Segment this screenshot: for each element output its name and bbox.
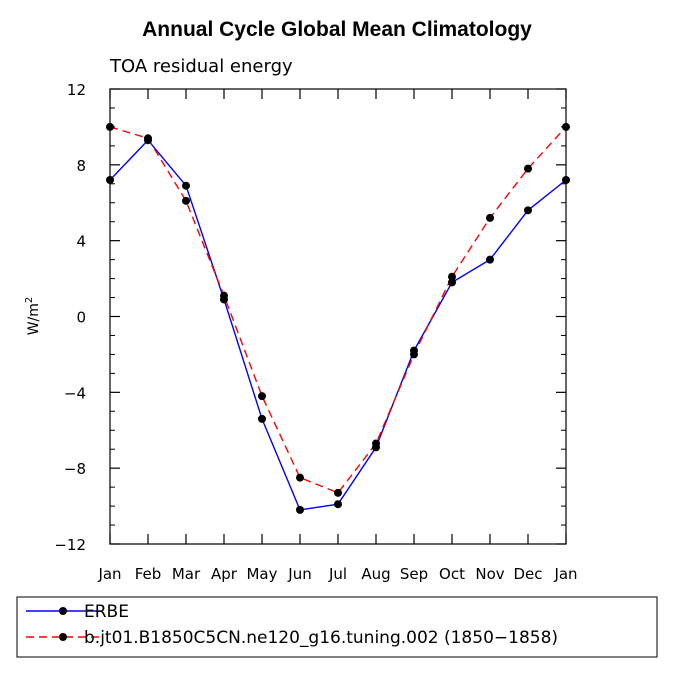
x-tick-label: Oct: [439, 565, 465, 583]
chart-title: Annual Cycle Global Mean Climatology: [142, 18, 532, 41]
series-line-1: [109, 139, 567, 511]
x-tick-label: May: [246, 565, 277, 583]
data-point-series-2: [334, 488, 342, 497]
data-point-series-1: [296, 505, 304, 514]
data-point-series-1: [334, 500, 342, 509]
y-tick-label: 8: [76, 157, 86, 175]
data-point-series-1: [524, 206, 532, 215]
data-point-series-2: [562, 122, 570, 131]
legend-marker-1: [59, 607, 67, 615]
data-point-series-1: [448, 278, 456, 287]
chart-subtitle: TOA residual energy: [109, 56, 293, 77]
x-tick-label: Jul: [328, 565, 347, 583]
plot-frame: [109, 88, 567, 545]
y-tick-label: 12: [67, 81, 86, 99]
y-axis: −12 −8 −4 0 4 8 12: [54, 81, 566, 554]
legend-marker-2: [59, 633, 67, 641]
data-point-series-1: [486, 255, 494, 264]
data-point-series-2: [258, 392, 266, 401]
x-tick-label: Apr: [211, 565, 238, 583]
x-tick-label: Jun: [287, 565, 311, 583]
data-point-series-2: [296, 473, 304, 482]
x-tick-label: Mar: [172, 565, 201, 583]
x-tick-label: Aug: [361, 565, 390, 583]
y-tick-label: −4: [64, 384, 86, 402]
series-line-2: [109, 126, 567, 494]
data-point-series-2: [524, 164, 532, 173]
data-point-series-2: [372, 439, 380, 448]
series-layer: [106, 122, 570, 514]
data-point-series-2: [144, 134, 152, 143]
legend: ERBE b.jt01.B1850C5CN.ne120_g16.tuning.00…: [26, 602, 558, 648]
data-point-series-2: [220, 291, 228, 300]
y-tick-label: 4: [76, 233, 86, 251]
x-tick-label: Jan: [97, 565, 121, 583]
legend-label-1: ERBE: [84, 602, 129, 622]
data-point-series-1: [106, 176, 114, 184]
y-axis-label: W/m2: [24, 297, 42, 336]
x-axis: Jan Feb Mar Apr May Jun Jul Aug Sep Oct Nov Dec Jan: [97, 89, 578, 583]
data-point-series-1: [258, 414, 266, 423]
legend-box: [16, 596, 658, 658]
x-tick-label: Sep: [400, 565, 428, 583]
data-point-series-2: [410, 350, 418, 359]
x-tick-label: Nov: [475, 565, 504, 583]
x-tick-label: Jan: [553, 565, 577, 583]
data-point-series-2: [182, 196, 190, 205]
data-point-series-1: [182, 181, 190, 190]
x-tick-label: Feb: [135, 565, 162, 583]
data-point-series-1: [562, 176, 570, 184]
x-tick-label: Dec: [513, 565, 542, 583]
y-tick-label: 0: [76, 309, 86, 327]
data-point-series-2: [486, 213, 494, 222]
data-point-series-2: [106, 122, 114, 131]
data-point-series-2: [448, 272, 456, 281]
legend-label-2: b.jt01.B1850C5CN.ne120_g16.tuning.002 (1…: [84, 628, 558, 648]
y-tick-label: −8: [64, 460, 86, 478]
y-tick-label: −12: [54, 536, 86, 554]
